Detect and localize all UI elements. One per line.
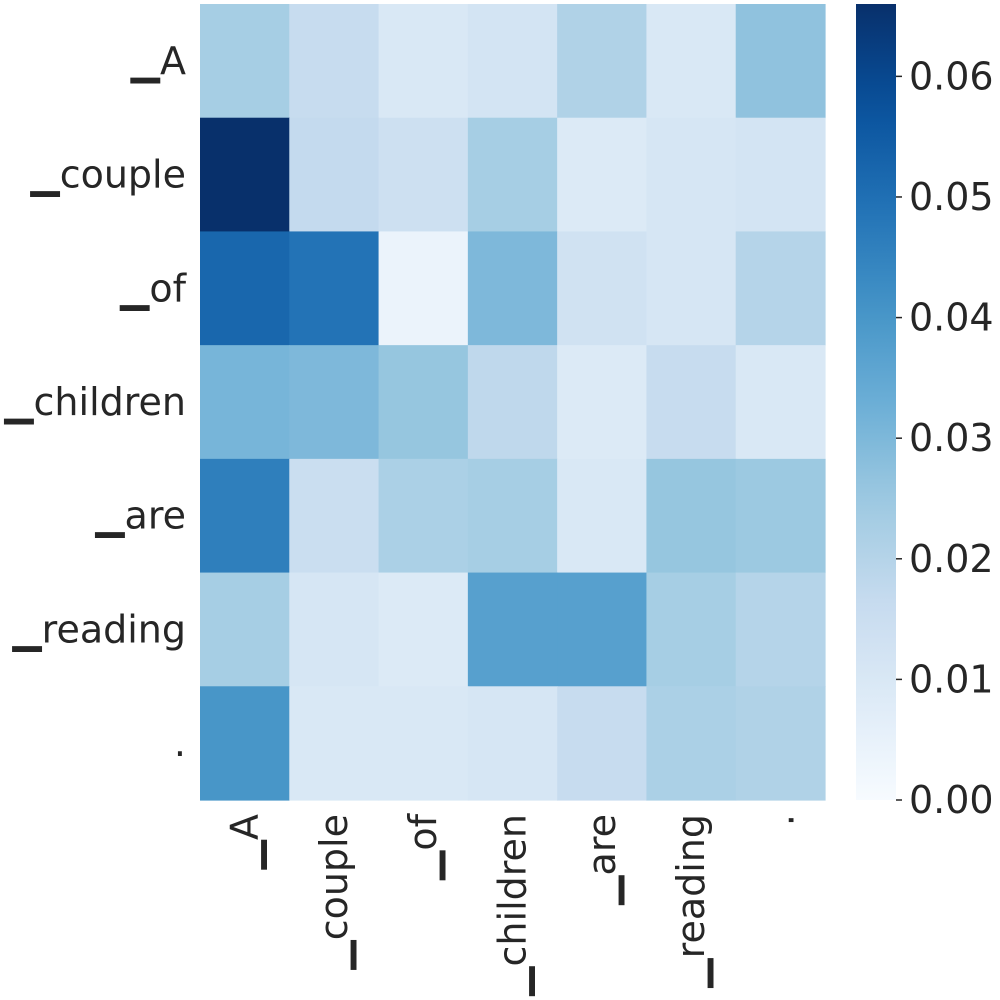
heatmap-cell xyxy=(735,117,826,233)
heatmap-cell xyxy=(289,572,380,687)
x-tick-labels: ▁A ▁couple ▁of ▁children ▁are ▁reading. xyxy=(223,812,803,996)
y-tick-label: ▁couple xyxy=(29,153,186,198)
colorbar-tick-label: 0.06 xyxy=(909,54,994,98)
heatmap-cell xyxy=(646,686,737,801)
x-tick-label: ▁reading xyxy=(669,814,714,989)
heatmap-cell xyxy=(646,4,737,119)
heatmap-cell xyxy=(200,231,290,346)
heatmap-cell xyxy=(646,231,737,346)
heatmap-cell xyxy=(735,572,826,687)
x-tick-label: ▁are xyxy=(580,814,625,906)
heatmap-cell xyxy=(378,117,469,233)
heatmap-cell xyxy=(378,686,469,801)
y-tick-labels: ▁A ▁couple ▁of ▁children ▁are ▁reading. xyxy=(3,39,187,765)
heatmap-cell xyxy=(378,231,469,346)
heatmap-cell xyxy=(646,345,737,460)
colorbar-tick-label: 0.00 xyxy=(909,778,994,822)
heatmap-cell xyxy=(467,345,558,460)
heatmap-cell xyxy=(467,117,558,233)
colorbar-tick-label: 0.02 xyxy=(909,537,994,581)
heatmap-cell xyxy=(557,458,648,574)
heatmap-cell xyxy=(200,4,290,119)
heatmap-cell xyxy=(289,458,380,574)
y-tick-label: ▁of xyxy=(119,266,187,311)
heatmap-cell xyxy=(467,231,558,346)
heatmap-cell xyxy=(378,458,469,574)
colorbar-tick-label: 0.05 xyxy=(909,175,994,219)
x-tick-label: ▁A xyxy=(223,814,268,870)
heatmap-cell xyxy=(557,345,648,460)
y-tick-label: ▁A xyxy=(130,39,186,84)
heatmap-cell xyxy=(735,345,826,460)
y-tick-label: ▁are xyxy=(94,494,186,539)
heatmap-cell xyxy=(289,4,380,119)
x-tick-label: ▁of xyxy=(401,812,446,880)
heatmap-cell xyxy=(289,117,380,233)
colorbar-tick-label: 0.01 xyxy=(909,657,994,701)
colorbar xyxy=(856,4,896,800)
colorbar-tick-label: 0.04 xyxy=(909,296,994,340)
heatmap-cell xyxy=(557,572,648,687)
heatmap-cell xyxy=(467,458,558,574)
heatmap-cell xyxy=(289,345,380,460)
heatmap-cells xyxy=(200,4,826,801)
colorbar-tick-label: 0.03 xyxy=(909,416,994,460)
heatmap-cell xyxy=(200,458,290,574)
heatmap-cell xyxy=(646,458,737,574)
heatmap-cell xyxy=(646,572,737,687)
heatmap-cell xyxy=(289,231,380,346)
heatmap-cell xyxy=(557,231,648,346)
heatmap-cell xyxy=(557,117,648,233)
x-tick-label: ▁couple xyxy=(312,814,357,971)
heatmap-cell xyxy=(200,117,290,233)
heatmap-cell xyxy=(735,231,826,346)
heatmap-cell xyxy=(735,686,826,801)
heatmap-cell xyxy=(200,345,290,460)
heatmap-cell xyxy=(200,686,290,801)
heatmap-cell xyxy=(646,117,737,233)
colorbar-ticks: 0.00 0.01 0.02 0.03 0.04 0.05 0.06 xyxy=(896,54,994,822)
y-tick-label: . xyxy=(174,721,186,765)
heatmap-cell xyxy=(200,572,290,687)
heatmap-cell xyxy=(467,572,558,687)
x-tick-label: ▁children xyxy=(491,814,536,997)
y-tick-label: ▁reading xyxy=(11,607,186,652)
heatmap-cell xyxy=(378,572,469,687)
heatmap-cell xyxy=(735,458,826,574)
heatmap-cell xyxy=(557,686,648,801)
y-tick-label: ▁children xyxy=(3,380,186,425)
heatmap-cell xyxy=(557,4,648,119)
heatmap-cell xyxy=(467,686,558,801)
heatmap-cell xyxy=(467,4,558,119)
heatmap-cell xyxy=(378,4,469,119)
x-tick-label: . xyxy=(758,814,802,826)
heatmap-cell xyxy=(735,4,826,119)
heatmap-cell xyxy=(289,686,380,801)
heatmap-cell xyxy=(378,345,469,460)
